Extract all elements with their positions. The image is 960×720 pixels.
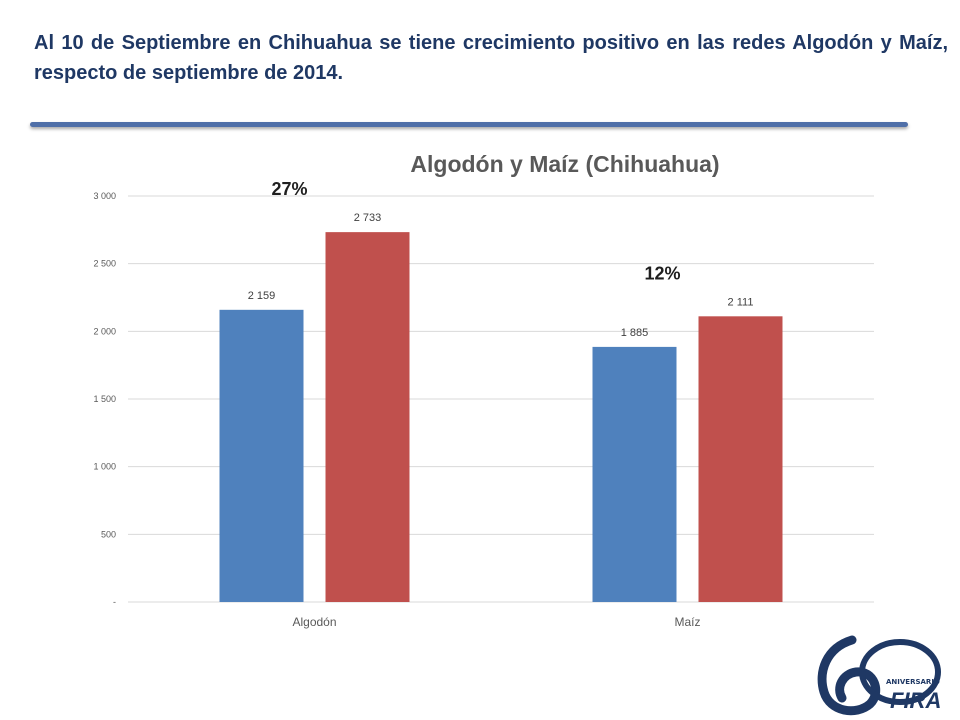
bar-2014-0 [219,309,304,602]
logo-zero-shape [859,639,941,705]
data-label: 2 159 [248,290,276,302]
y-tick-label: 2 000 [93,326,116,336]
bar-2014-1 [592,346,677,602]
data-label: 1 885 [621,327,649,339]
x-category-label: Algodón [292,615,336,629]
x-category-label: Maíz [674,615,700,629]
y-tick-label: 2 500 [93,259,116,269]
data-label: 2 733 [354,212,382,224]
growth-label: 12% [644,263,680,283]
y-tick-label: 1 000 [93,462,116,472]
logo-six-shape [817,635,881,716]
data-label: 2 111 [728,296,754,308]
fira-60-logo: ANIVERSARIO FIRA [817,635,941,716]
title-divider [30,122,908,127]
slide-headline: Al 10 de Septiembre en Chihuahua se tien… [34,32,948,84]
chart-title: Algodón y Maíz (Chihuahua) [410,151,719,177]
logo-aniversario: ANIVERSARIO [886,678,940,686]
bar-chart: Algodón y Maíz (Chihuahua) - 500 1 000 1 500… [93,151,874,629]
y-tick-label: - [113,597,116,607]
bar-2015-0 [325,232,410,602]
bar-2015-1 [698,316,783,602]
y-tick-label: 500 [101,529,116,539]
y-tick-label: 1 500 [93,394,116,404]
growth-label: 27% [271,179,307,199]
y-tick-label: 3 000 [93,191,116,201]
logo-fira: FIRA [890,688,941,713]
